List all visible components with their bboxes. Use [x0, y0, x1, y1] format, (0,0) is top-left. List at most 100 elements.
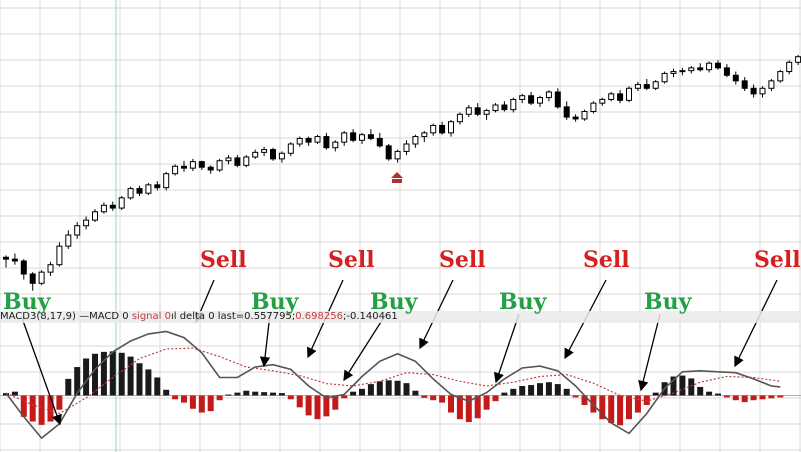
event-marker-top [391, 172, 403, 178]
histogram-bar-negative [189, 395, 196, 409]
histogram-bar-positive [706, 391, 713, 396]
candle-body [563, 106, 570, 118]
candle-body [510, 98, 517, 111]
candle-body [554, 91, 561, 108]
histogram-bar-positive [83, 358, 90, 396]
sell-label-3: Sell [439, 247, 486, 273]
candle-body [652, 81, 659, 89]
histogram-bar-positive [394, 380, 401, 396]
histogram-bar-positive [376, 381, 383, 396]
candle-body [412, 136, 419, 145]
candle-body [278, 152, 285, 160]
histogram-bar-negative [723, 395, 730, 398]
histogram-bar-negative [634, 395, 641, 413]
buy-label-5: Buy [644, 289, 692, 315]
candle-body [732, 74, 739, 82]
candle-body [501, 104, 508, 111]
histogram-bar-negative [172, 395, 179, 400]
candle-body [430, 124, 437, 134]
candle-body [465, 107, 472, 115]
candle-body [83, 219, 90, 227]
candle-body [172, 165, 179, 175]
candle-body [225, 157, 232, 162]
histogram-bar-negative [492, 395, 499, 402]
macd-label-suffix: ıl delta 0 last=0.557795; [170, 311, 296, 322]
candle-body [367, 134, 374, 139]
histogram-bar-positive [359, 388, 365, 396]
histogram-bar-negative [448, 395, 454, 413]
histogram-bar-negative [38, 395, 45, 425]
histogram-bar-negative [465, 395, 472, 423]
histogram-bar-positive [554, 384, 561, 396]
histogram-bar-positive [545, 382, 552, 396]
histogram-bar-negative [572, 395, 579, 398]
candle-body [350, 132, 357, 141]
histogram-bar-positive [715, 393, 721, 396]
event-marker-icon [391, 172, 403, 183]
candle-body [759, 87, 766, 95]
candle-body [394, 150, 401, 160]
candle-body [483, 110, 490, 115]
candle-body [287, 143, 294, 154]
candle-body [127, 188, 134, 199]
histogram-bar-negative [198, 395, 205, 413]
candle-body [670, 71, 677, 74]
histogram-bar-positive [154, 377, 161, 396]
histogram-bar-positive [670, 376, 677, 396]
histogram-bar-positive [11, 391, 18, 396]
histogram-bar-positive [688, 378, 695, 396]
histogram-bar-positive [74, 367, 81, 396]
candle-body [11, 258, 18, 262]
candle-body [474, 107, 481, 115]
candle-body [216, 160, 223, 171]
macd-histogram [0, 351, 801, 426]
candle-body [198, 161, 205, 168]
histogram-bar-positive [367, 384, 374, 396]
histogram-bar-negative [56, 395, 63, 410]
macd-label-signal: signal 0 [131, 311, 171, 322]
annotation-arrow [493, 313, 520, 384]
histogram-bar-negative [474, 395, 481, 419]
histogram-bar-positive [252, 391, 259, 396]
annotation-arrow [734, 279, 778, 368]
histogram-bar-negative [581, 395, 588, 405]
macd-line [5, 330, 781, 440]
histogram-bar-negative [741, 395, 748, 403]
candle-body [65, 234, 72, 247]
histogram-bar-positive [350, 391, 357, 396]
candle-body [136, 188, 143, 194]
histogram-bar-negative [287, 395, 294, 400]
histogram-bar-negative [207, 395, 214, 412]
histogram-bar-negative [47, 395, 54, 422]
candle-body [270, 149, 276, 160]
histogram-bar-negative [456, 395, 463, 420]
candle-body [163, 173, 170, 189]
histogram-bar-negative [777, 395, 784, 398]
histogram-bar-positive [501, 392, 508, 396]
candle-body [154, 184, 161, 189]
histogram-bar-negative [29, 395, 36, 422]
histogram-bar-negative [181, 395, 187, 403]
candle-body [688, 67, 695, 72]
buy-label-3: Buy [370, 289, 418, 315]
histogram-bar-negative [341, 395, 348, 399]
annotation-arrow [343, 313, 387, 382]
candle-body [376, 137, 383, 147]
histogram-bar-negative [296, 395, 303, 408]
histogram-bar-positive [261, 392, 268, 396]
candle-body [74, 225, 81, 236]
histogram-bar-negative [643, 395, 650, 405]
candle-body [323, 136, 330, 149]
price-candles [3, 54, 801, 291]
candle-body [723, 67, 730, 76]
candle-body [109, 204, 116, 209]
histogram-bar-positive [225, 394, 232, 396]
histogram-bar-negative [483, 395, 490, 410]
macd-label-delta-value: ;-0.140461 [342, 311, 398, 322]
candle-body [741, 80, 748, 89]
histogram-bar-positive [92, 353, 98, 396]
candle-body [661, 72, 668, 83]
candle-body [643, 84, 650, 89]
histogram-bar-positive [136, 363, 143, 396]
